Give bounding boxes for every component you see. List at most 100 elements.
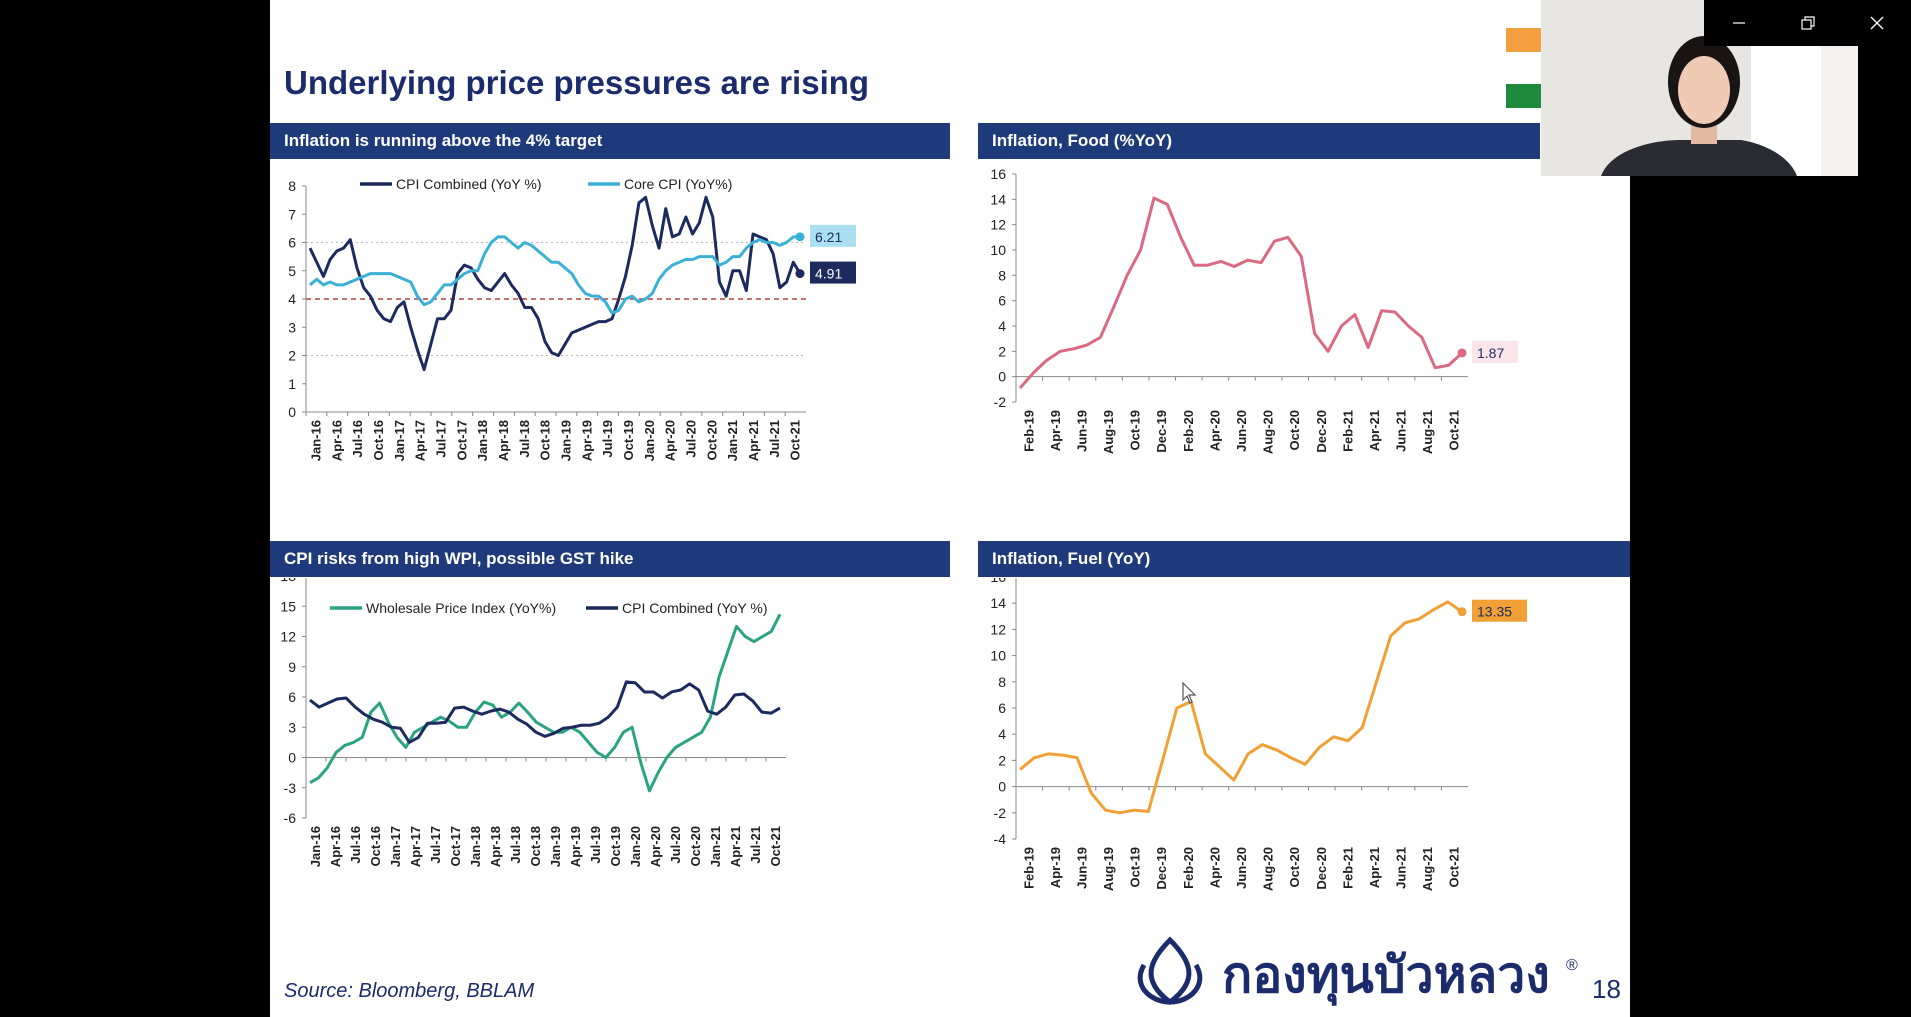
y-tick-label: 14	[990, 191, 1006, 207]
x-tick-label: Jun-19	[1074, 847, 1089, 889]
x-tick-label: Dec-20	[1314, 847, 1329, 890]
page-number: 18	[1592, 974, 1621, 1004]
x-tick-label: Jun-20	[1234, 410, 1249, 452]
series-end-marker	[1457, 348, 1467, 358]
x-tick-label: Feb-20	[1181, 410, 1196, 452]
x-tick-label: Jul-21	[767, 420, 782, 458]
data-label: 6.21	[815, 229, 842, 245]
y-tick-label: 5	[288, 263, 296, 279]
x-tick-label: Dec-19	[1154, 410, 1169, 453]
x-tick-label: Oct-21	[788, 420, 803, 460]
x-tick-label: Apr-21	[1367, 847, 1382, 888]
y-tick-label: 18	[280, 578, 296, 584]
plot-area: 0 1 2 3 4 5 6 7 8 Jan-16 Apr-16 Jul-16 Oct-16 Jan-17 A…	[288, 176, 856, 461]
data-label: 4.91	[815, 266, 842, 282]
data-label-box	[1472, 599, 1527, 622]
x-tick-label: Apr-19	[1048, 847, 1063, 888]
data-label-box	[1472, 340, 1518, 363]
logo-registered-mark: ®	[1566, 957, 1578, 974]
y-tick-label: -6	[284, 810, 297, 826]
y-tick-label: 12	[280, 629, 296, 645]
x-tick-label: Apr-20	[1207, 847, 1222, 888]
mouse-cursor-icon	[1182, 681, 1198, 711]
x-tick-label: Oct-21	[1447, 847, 1462, 887]
restore-button[interactable]	[1773, 0, 1842, 46]
flag-orange-stripe	[1506, 28, 1542, 52]
x-tick-label: Apr-20	[1207, 410, 1222, 451]
x-tick-label: Jan-16	[308, 420, 323, 461]
close-button[interactable]	[1842, 0, 1911, 46]
y-tick-label: 6	[288, 235, 296, 251]
x-tick-label: Jul-19	[588, 826, 603, 864]
y-tick-label: 12	[990, 217, 1006, 233]
y-tick-label: 3	[288, 719, 296, 735]
x-tick-label: Jun-20	[1234, 847, 1249, 889]
x-tick-label: Oct-20	[1287, 410, 1302, 450]
x-tick-label: Oct-17	[448, 826, 463, 866]
x-tick-label: Oct-20	[704, 420, 719, 460]
x-tick-label: Jul-16	[348, 826, 363, 864]
y-tick-label: 10	[990, 242, 1006, 258]
x-tick-label: Feb-21	[1340, 847, 1355, 889]
y-tick-label: 4	[998, 726, 1006, 742]
data-label-box	[810, 224, 856, 247]
data-label: 1.87	[1477, 345, 1504, 361]
x-tick-label: Apr-21	[728, 826, 743, 867]
panel-header-food-inflation: Inflation, Food (%YoY)	[978, 123, 1540, 159]
x-tick-label: Oct-19	[1128, 410, 1143, 450]
chart-food-inflation: -2 0 2 4 6 8 10 12 14 16 Feb-19 Apr-19 Jun-19 Aug-19 O…	[990, 166, 1518, 454]
y-tick-label: 8	[288, 178, 296, 194]
legend-label: Core CPI (YoY%)	[624, 176, 732, 192]
series-end-marker	[1457, 607, 1467, 617]
y-tick-label: 0	[998, 779, 1006, 795]
x-tick-label: Dec-19	[1154, 847, 1169, 890]
x-tick-label: Aug-20	[1261, 847, 1276, 891]
x-tick-label: Oct-20	[1287, 847, 1302, 887]
x-tick-label: Oct-18	[528, 826, 543, 866]
x-tick-label: Oct-21	[768, 826, 783, 866]
x-tick-label: Jan-17	[388, 826, 403, 867]
x-tick-label: Aug-21	[1420, 847, 1435, 891]
series-line	[309, 235, 800, 315]
bualuang-logo: กองทุนบัวหลวง ®	[1137, 936, 1578, 1006]
x-tick-label: Oct-21	[1447, 410, 1462, 450]
y-tick-label: 15	[280, 598, 296, 614]
panel-header-wpi-risks: CPI risks from high WPI, possible GST hi…	[270, 541, 950, 577]
x-tick-label: Jan-19	[548, 826, 563, 867]
x-tick-label: Aug-19	[1101, 410, 1116, 454]
y-tick-label: 4	[998, 318, 1006, 334]
series-end-marker	[795, 232, 805, 242]
x-tick-label: Jan-21	[725, 420, 740, 461]
x-tick-label: Oct-16	[371, 420, 386, 460]
x-tick-label: Apr-16	[328, 826, 343, 867]
legend-label: CPI Combined (YoY %)	[622, 600, 768, 616]
x-tick-label: Jan-20	[628, 826, 643, 867]
minimize-icon	[1732, 22, 1745, 24]
chart-inflation-target: 0 1 2 3 4 5 6 7 8 Jan-16 Apr-16 Jul-16 Oct-16 Jan-17 A…	[288, 176, 856, 461]
y-tick-label: 0	[288, 404, 296, 420]
y-tick-label: 1	[288, 376, 296, 392]
x-tick-label: Oct-16	[368, 826, 383, 866]
x-tick-label: Apr-16	[329, 420, 344, 461]
series-line	[308, 195, 802, 372]
series-line	[1019, 600, 1463, 815]
y-tick-label: 16	[990, 578, 1006, 585]
plot-area: -2 0 2 4 6 8 10 12 14 16 Feb-19 Apr-19 Jun-19 Aug-19 O…	[990, 166, 1518, 454]
x-tick-label: Oct-19	[621, 420, 636, 460]
plot-area: -4 -2 0 2 4 6 8 10 12 14 16 Feb-19 Apr-19 Jun-19 Aug-1…	[990, 578, 1527, 891]
x-tick-label: Jan-18	[468, 826, 483, 867]
x-tick-label: Jun-19	[1074, 410, 1089, 452]
x-tick-label: Apr-17	[408, 826, 423, 867]
y-tick-label: -4	[994, 831, 1007, 847]
x-tick-label: Apr-19	[568, 826, 583, 867]
minimize-button[interactable]	[1704, 0, 1773, 46]
y-tick-label: 12	[990, 621, 1006, 637]
series-end-marker	[795, 269, 805, 279]
y-tick-label: 6	[998, 700, 1006, 716]
y-tick-label: 8	[998, 674, 1006, 690]
flag-green-stripe	[1506, 84, 1542, 108]
x-tick-label: Feb-20	[1181, 847, 1196, 889]
y-tick-label: 7	[288, 206, 296, 222]
x-tick-label: Jul-20	[683, 420, 698, 458]
